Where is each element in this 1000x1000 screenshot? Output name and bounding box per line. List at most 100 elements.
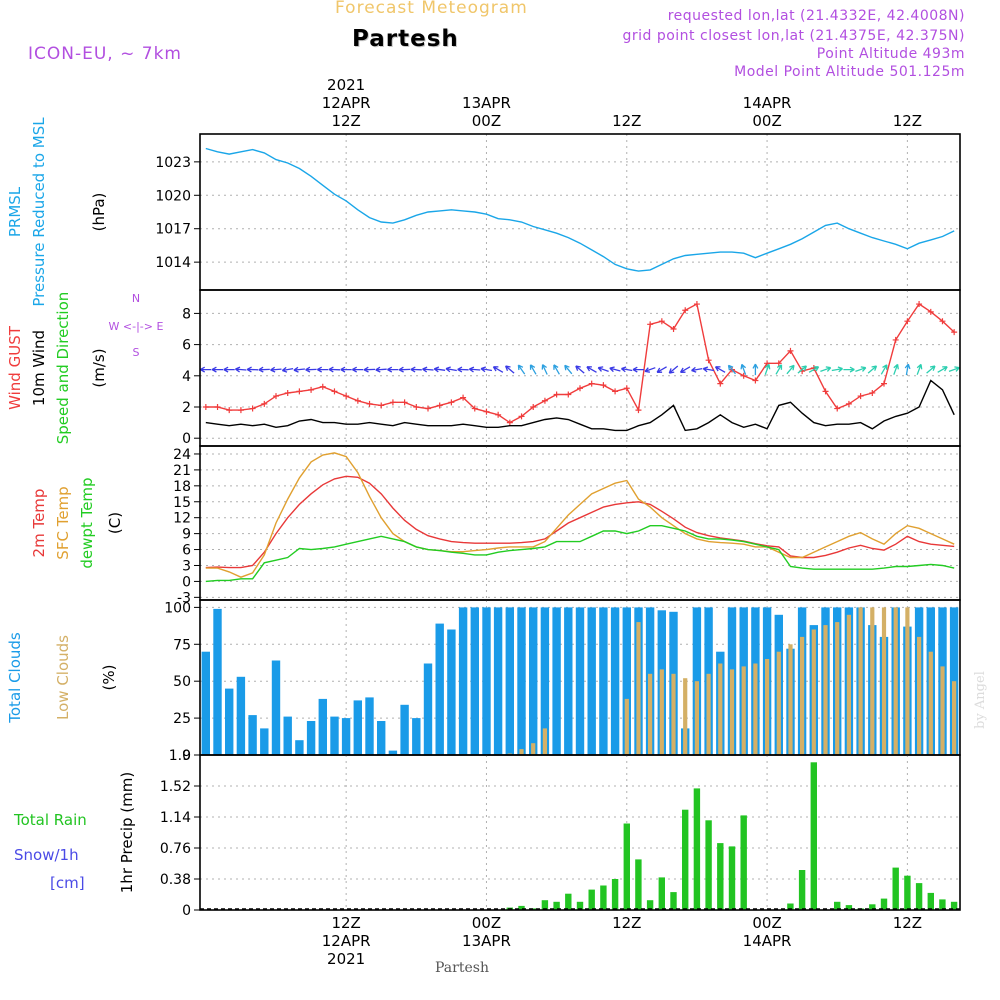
bar-total-rain — [635, 859, 642, 910]
axis-label: Total Clouds — [6, 632, 24, 724]
gust-marker — [658, 318, 665, 325]
gust-marker — [553, 391, 560, 398]
gust-marker — [506, 419, 513, 426]
axis-label: 10m Wind — [30, 330, 48, 406]
gust-marker — [635, 407, 642, 414]
bar-low-clouds — [694, 681, 699, 755]
wind-arrow — [937, 366, 948, 373]
gust-marker — [530, 404, 537, 410]
wind-arrow — [702, 366, 715, 373]
bar-low-clouds — [835, 622, 840, 755]
top-time-label: 00Z — [472, 112, 501, 130]
bar-total-rain — [927, 892, 934, 910]
bottom-time-label: 12Z — [331, 914, 360, 932]
bar-low-clouds — [706, 673, 711, 755]
gust-marker — [471, 405, 478, 412]
bar-total-clouds — [423, 663, 433, 755]
bar-total-clouds — [564, 607, 573, 755]
requested-coords: requested lon,lat (21.4332E, 42.4008N) — [667, 8, 965, 24]
direction-legend-we: W <-|-> E — [109, 320, 164, 333]
bar-low-clouds — [718, 663, 723, 755]
bar-low-clouds — [624, 698, 629, 755]
bar-total-clouds — [482, 607, 491, 755]
y-tick-label: 1.14 — [160, 810, 191, 826]
gust-marker — [717, 380, 724, 387]
bar-low-clouds — [659, 669, 664, 755]
bar-total-clouds — [295, 740, 304, 755]
wind-arrow — [375, 366, 387, 373]
gust-marker — [612, 388, 619, 395]
panel-frame — [199, 754, 961, 911]
bar-total-rain — [939, 899, 946, 910]
gust-marker — [740, 372, 747, 379]
bar-total-clouds — [353, 700, 362, 755]
direction-legend-n: N — [132, 292, 140, 305]
gust-marker — [834, 405, 841, 412]
bar-low-clouds — [905, 607, 910, 755]
axis-label: (m/s) — [90, 348, 108, 387]
bar-low-clouds — [765, 659, 770, 755]
bar-total-clouds — [458, 607, 468, 755]
top-time-label: 00Z — [752, 112, 781, 130]
y-tick-label: 1.9 — [169, 748, 191, 764]
gust-marker — [495, 411, 502, 418]
bar-total-clouds — [260, 728, 269, 755]
bar-total-rain — [705, 820, 712, 910]
gust-marker — [425, 405, 431, 412]
bar-total-clouds — [201, 651, 210, 755]
axis-label: SFC Temp — [54, 486, 72, 559]
wind-arrow — [948, 366, 960, 373]
bar-total-clouds — [330, 716, 339, 755]
wind-arrow — [808, 366, 820, 373]
y-tick-label: 0.76 — [160, 841, 191, 857]
wind-arrow — [586, 366, 597, 373]
bar-total-clouds — [470, 607, 479, 755]
bar-total-rain — [693, 788, 701, 910]
wind-arrow — [893, 363, 899, 375]
bottom-time-label: 12Z — [612, 914, 641, 932]
wind-arrow — [387, 366, 399, 373]
gust-marker — [892, 336, 899, 343]
gust-marker — [904, 318, 911, 325]
gust-marker — [939, 318, 946, 325]
bar-low-clouds — [729, 669, 735, 755]
gust-marker — [869, 389, 876, 396]
y-tick-label: 1017 — [155, 222, 191, 238]
top-time-label: 12Z — [612, 112, 641, 130]
bar-total-clouds — [283, 716, 292, 755]
bar-total-clouds — [575, 607, 585, 755]
bottom-time-label: 12Z — [893, 914, 922, 932]
wind-arrow — [644, 367, 656, 373]
bar-total-rain — [600, 885, 607, 910]
wind-arrow — [211, 366, 223, 373]
gust-marker — [916, 301, 923, 308]
bottom-time-label: 12APR — [322, 932, 371, 950]
wind-arrow — [867, 365, 878, 374]
precip-legend-unit: [cm] — [50, 874, 85, 892]
bar-low-clouds — [870, 607, 875, 755]
bar-low-clouds — [683, 678, 688, 755]
wind-arrow — [916, 363, 923, 375]
gust-marker — [670, 326, 677, 332]
y-tick-label: 0 — [182, 574, 191, 590]
bar-total-clouds — [236, 676, 246, 755]
bar-total-rain — [565, 893, 572, 910]
gust-marker — [588, 380, 595, 387]
gust-marker — [401, 399, 408, 406]
bar-low-clouds — [846, 614, 851, 755]
wind-arrow — [764, 363, 771, 375]
gust-marker — [237, 407, 244, 414]
y-tick-label: 21 — [173, 463, 191, 479]
bar-total-clouds — [365, 697, 374, 755]
bar-total-clouds — [447, 629, 456, 755]
bar-low-clouds — [823, 625, 828, 755]
gust-marker — [775, 360, 782, 367]
wind-arrow — [541, 364, 548, 375]
gust-marker — [927, 308, 934, 315]
bar-total-rain — [658, 877, 665, 910]
top-time-label: 13APR — [462, 94, 511, 112]
bar-low-clouds — [928, 651, 933, 755]
bar-total-rain — [588, 889, 595, 910]
bar-total-rain — [810, 762, 817, 910]
bar-total-rain — [950, 901, 958, 910]
